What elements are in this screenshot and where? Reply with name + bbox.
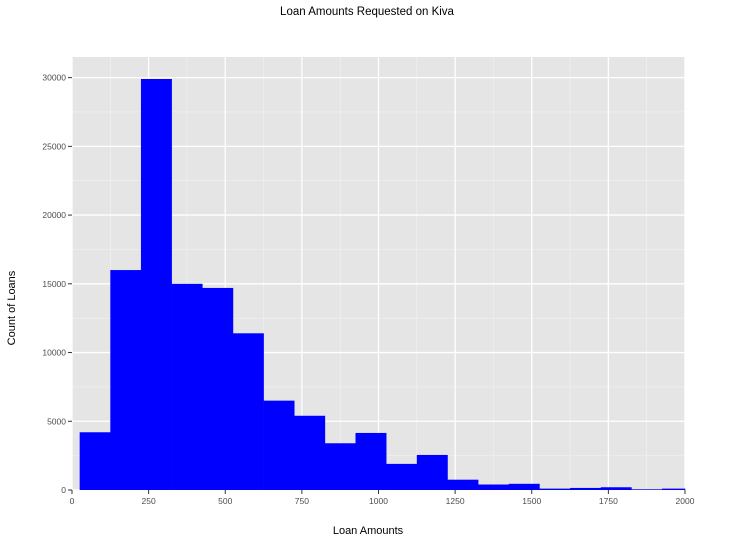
histogram-bar: [140, 78, 172, 490]
y-axis-ticks: 0 5000 10000 15000 20000 25000 30000: [42, 73, 72, 495]
x-tick-label: 2000: [676, 496, 695, 506]
y-tick-label: 5000: [47, 416, 66, 426]
y-tick-label: 30000: [42, 73, 66, 83]
y-tick-label: 25000: [42, 141, 66, 151]
histogram-bar: [79, 432, 111, 490]
histogram-bars: [79, 78, 686, 490]
x-axis-label: Loan Amounts: [333, 525, 404, 537]
x-tick-label: 1750: [599, 496, 618, 506]
histogram-bar: [294, 415, 326, 490]
histogram-bar: [631, 489, 663, 490]
x-tick-label: 1250: [446, 496, 465, 506]
y-axis-label: Count of Loans: [6, 270, 18, 345]
histogram-bar: [539, 488, 571, 490]
y-tick-label: 20000: [42, 210, 66, 220]
x-tick-label: 1500: [522, 496, 541, 506]
histogram-bar: [478, 484, 510, 490]
y-tick-label: 15000: [42, 279, 66, 289]
histogram-bar: [447, 479, 479, 490]
x-tick-label: 500: [218, 496, 232, 506]
y-tick-label: 0: [61, 485, 66, 495]
histogram-bar: [324, 443, 356, 490]
histogram-bar: [600, 487, 632, 490]
histogram-bar: [508, 483, 540, 490]
histogram-bar: [171, 283, 203, 490]
x-axis-ticks: 0 250 500 750 1000 1250 1500 1750 2000: [70, 490, 695, 506]
histogram-bar: [263, 400, 295, 490]
x-tick-label: 750: [295, 496, 309, 506]
histogram-bar: [202, 287, 234, 490]
histogram-bar: [570, 487, 602, 490]
histogram-bar: [110, 270, 142, 490]
x-tick-label: 0: [70, 496, 75, 506]
histogram-bar: [232, 333, 264, 490]
y-tick-label: 10000: [42, 348, 66, 358]
histogram-bar: [386, 463, 418, 490]
histogram-bar: [662, 488, 686, 490]
x-tick-label: 250: [142, 496, 156, 506]
chart-title: Loan Amounts Requested on Kiva: [280, 6, 455, 18]
x-tick-label: 1000: [369, 496, 388, 506]
histogram-bar: [416, 454, 448, 490]
histogram-bar: [355, 432, 387, 490]
